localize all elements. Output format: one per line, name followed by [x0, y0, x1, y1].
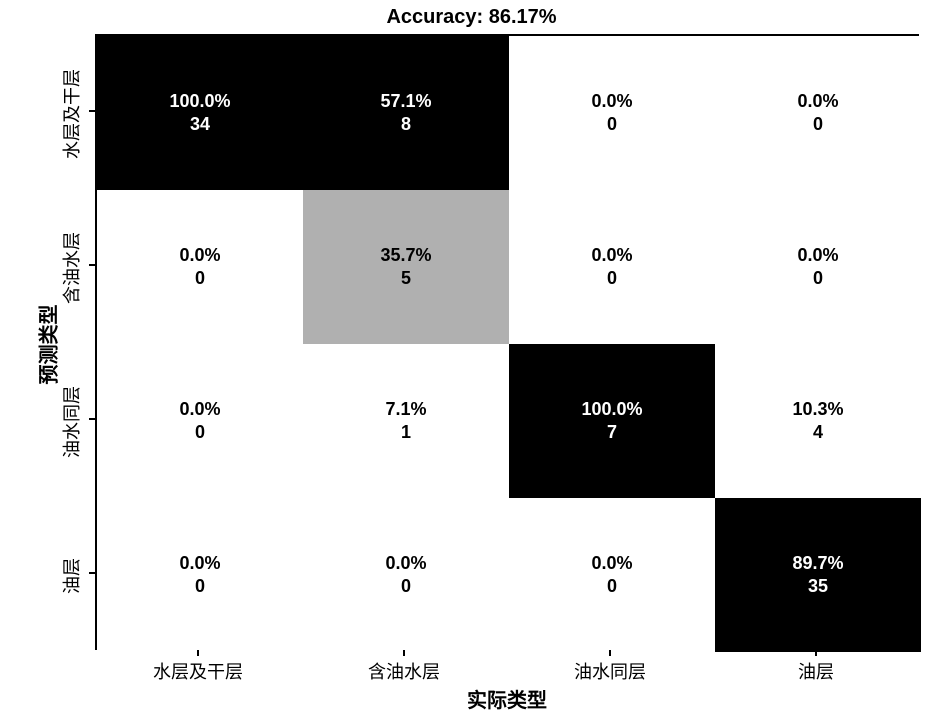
matrix-cell: 0.0%0 — [97, 344, 303, 498]
x-tick-label: 含油水层 — [324, 658, 484, 684]
cell-count: 5 — [401, 267, 411, 290]
cell-count: 0 — [607, 575, 617, 598]
y-tick-mark — [89, 264, 95, 266]
cell-percent: 0.0% — [179, 552, 220, 575]
cell-percent: 0.0% — [385, 552, 426, 575]
y-tick-mark — [89, 572, 95, 574]
cell-percent: 0.0% — [591, 90, 632, 113]
chart-title: Accuracy: 86.17% — [0, 6, 943, 29]
cell-count: 0 — [607, 113, 617, 136]
x-tick-mark — [815, 650, 817, 656]
y-tick-mark — [89, 418, 95, 420]
matrix-cell: 0.0%0 — [715, 190, 921, 344]
cell-percent: 7.1% — [385, 398, 426, 421]
matrix-cell: 10.3%4 — [715, 344, 921, 498]
matrix-cell: 89.7%35 — [715, 498, 921, 652]
cell-count: 0 — [813, 113, 823, 136]
confusion-matrix-chart: Accuracy: 86.17% 100.0%3457.1%80.0%00.0%… — [0, 0, 943, 719]
matrix-cell: 0.0%0 — [303, 498, 509, 652]
cell-count: 0 — [195, 267, 205, 290]
plot-area: 100.0%3457.1%80.0%00.0%00.0%035.7%50.0%0… — [95, 34, 919, 650]
cell-percent: 100.0% — [581, 398, 642, 421]
y-tick-label: 水层及干层 — [58, 44, 84, 184]
matrix-cell: 0.0%0 — [97, 498, 303, 652]
matrix-cell: 35.7%5 — [303, 190, 509, 344]
matrix-cell: 0.0%0 — [715, 36, 921, 190]
cell-percent: 0.0% — [797, 90, 838, 113]
cell-count: 1 — [401, 421, 411, 444]
cell-percent: 89.7% — [792, 552, 843, 575]
y-tick-label: 油水同层 — [58, 352, 84, 492]
matrix-cell: 57.1%8 — [303, 36, 509, 190]
matrix-cell: 0.0%0 — [97, 190, 303, 344]
cell-percent: 0.0% — [591, 244, 632, 267]
cell-percent: 0.0% — [179, 398, 220, 421]
x-tick-mark — [197, 650, 199, 656]
cell-count: 0 — [607, 267, 617, 290]
cell-count: 34 — [190, 113, 210, 136]
y-tick-mark — [89, 110, 95, 112]
x-tick-label: 油水同层 — [530, 658, 690, 684]
cell-count: 35 — [808, 575, 828, 598]
cell-count: 4 — [813, 421, 823, 444]
matrix-cell: 0.0%0 — [509, 498, 715, 652]
cell-percent: 57.1% — [380, 90, 431, 113]
cell-count: 0 — [195, 421, 205, 444]
cell-percent: 10.3% — [792, 398, 843, 421]
matrix-cell: 0.0%0 — [509, 190, 715, 344]
cell-percent: 0.0% — [591, 552, 632, 575]
cell-percent: 0.0% — [179, 244, 220, 267]
x-tick-label: 水层及干层 — [118, 658, 278, 684]
cell-count: 8 — [401, 113, 411, 136]
matrix-cell: 100.0%34 — [97, 36, 303, 190]
cell-count: 0 — [813, 267, 823, 290]
cell-percent: 35.7% — [380, 244, 431, 267]
y-tick-label: 油层 — [58, 506, 84, 646]
cell-count: 0 — [195, 575, 205, 598]
x-tick-mark — [609, 650, 611, 656]
matrix-cell: 100.0%7 — [509, 344, 715, 498]
x-tick-mark — [403, 650, 405, 656]
cell-percent: 0.0% — [797, 244, 838, 267]
x-axis-label: 实际类型 — [407, 684, 607, 713]
cell-percent: 100.0% — [169, 90, 230, 113]
cell-count: 0 — [401, 575, 411, 598]
matrix-cell: 7.1%1 — [303, 344, 509, 498]
x-tick-label: 油层 — [736, 658, 896, 684]
cell-count: 7 — [607, 421, 617, 444]
matrix-cell: 0.0%0 — [509, 36, 715, 190]
y-tick-label: 含油水层 — [58, 198, 84, 338]
